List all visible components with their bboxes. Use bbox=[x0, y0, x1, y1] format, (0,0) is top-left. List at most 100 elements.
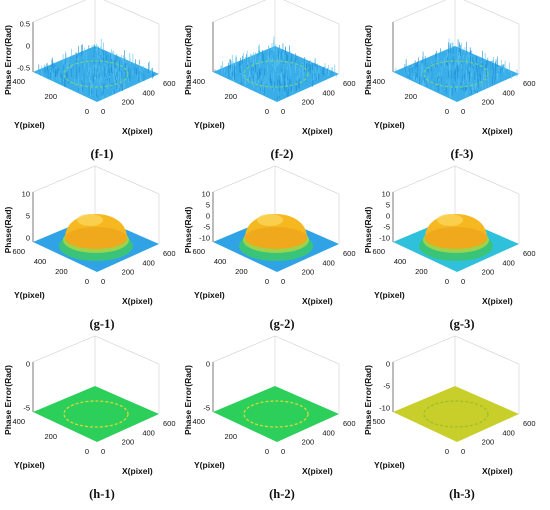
x-tick-label: 200 bbox=[302, 438, 315, 447]
x-tick-label: 600 bbox=[523, 249, 536, 258]
y-axis-label: Y(pixel) bbox=[194, 120, 225, 130]
z-tick-label: 5 bbox=[386, 201, 390, 210]
x-tick-label: 400 bbox=[502, 258, 515, 267]
z-tick-label: 0 bbox=[26, 234, 30, 243]
panel-caption: (h-3) bbox=[449, 487, 475, 501]
panel-f-1: 0.5 0 -0.5 400 200 0 0 200 400 600 Phase Error(Rad… bbox=[3, 0, 176, 161]
y-tick-label: 0 bbox=[265, 107, 269, 116]
x-tick-label: 0 bbox=[461, 447, 465, 456]
x-tick-label: 400 bbox=[142, 88, 155, 97]
y-tick-label: 0 bbox=[445, 277, 449, 286]
y-tick-label: 0 bbox=[265, 447, 269, 456]
dome-surface bbox=[239, 214, 313, 261]
x-tick-label: 600 bbox=[343, 79, 356, 88]
x-tick-label: 400 bbox=[142, 428, 155, 437]
surface-plane bbox=[213, 46, 339, 102]
y-tick-label: 600 bbox=[192, 247, 205, 256]
y-tick-label: 600 bbox=[12, 247, 25, 256]
ring-feature bbox=[63, 400, 129, 428]
y-tick-label: 200 bbox=[224, 92, 237, 101]
surface-plane bbox=[393, 386, 519, 442]
x-axis-label: X(pixel) bbox=[302, 466, 333, 476]
x-tick-label: 400 bbox=[322, 428, 335, 437]
x-tick-label: 600 bbox=[163, 419, 176, 428]
x-axis-label: X(pixel) bbox=[122, 466, 153, 476]
y-tick-label: 0 bbox=[445, 107, 449, 116]
x-tick-label: 0 bbox=[281, 107, 285, 116]
ring-feature bbox=[243, 60, 309, 88]
z-axis-label: Phase Error(Rad) bbox=[183, 365, 193, 435]
y-axis-label: Y(pixel) bbox=[374, 290, 405, 300]
z-tick-label: -5 bbox=[23, 404, 30, 413]
x-tick-label: 400 bbox=[142, 258, 155, 267]
y-axis-label: Y(pixel) bbox=[374, 120, 405, 130]
x-tick-label: 600 bbox=[523, 419, 536, 428]
y-tick-label: 200 bbox=[44, 92, 57, 101]
y-axis-label: Y(pixel) bbox=[194, 290, 225, 300]
x-axis-label: X(pixel) bbox=[302, 126, 333, 136]
x-tick-label: 200 bbox=[482, 438, 495, 447]
z-axis-label: Phase Error(Rad) bbox=[3, 25, 13, 95]
z-axis-label: Phase Error(Rad) bbox=[183, 25, 193, 95]
z-tick-label: 0 bbox=[26, 360, 30, 369]
x-tick-label: 0 bbox=[281, 277, 285, 286]
x-tick-label: 600 bbox=[343, 249, 356, 258]
z-axis-label: Phase(Rad) bbox=[363, 206, 373, 253]
z-tick-label: 5 bbox=[26, 212, 30, 221]
surface-plane bbox=[213, 386, 339, 442]
z-tick-label: 10 bbox=[202, 190, 210, 199]
z-tick-label: 0 bbox=[26, 42, 30, 51]
x-axis-label: X(pixel) bbox=[482, 466, 513, 476]
ring-feature bbox=[243, 400, 309, 428]
x-tick-label: 200 bbox=[122, 268, 135, 277]
panel-h-2: 0 -5 400 200 0 0 200 400 600 Phase Error(Rad) Y(pi… bbox=[183, 335, 356, 501]
z-tick-label: 0.5 bbox=[20, 20, 30, 29]
z-axis-label: Phase(Rad) bbox=[183, 206, 193, 253]
z-tick-label: 0 bbox=[206, 360, 210, 369]
x-tick-label: 0 bbox=[101, 277, 105, 286]
panel-caption: (f-3) bbox=[451, 147, 474, 161]
y-tick-label: 200 bbox=[404, 92, 417, 101]
y-tick-label: 400 bbox=[192, 417, 205, 426]
y-tick-label: 400 bbox=[12, 417, 25, 426]
y-axis-label: Y(pixel) bbox=[194, 460, 225, 470]
z-tick-label: 10 bbox=[382, 190, 390, 199]
z-tick-label: -5 bbox=[203, 223, 210, 232]
z-tick-label: 0 bbox=[386, 360, 390, 369]
y-tick-label: 0 bbox=[265, 277, 269, 286]
y-tick-label: 400 bbox=[12, 77, 25, 86]
y-tick-label: 400 bbox=[394, 257, 407, 266]
ring-feature bbox=[423, 400, 489, 428]
y-tick-label: 400 bbox=[372, 77, 385, 86]
z-tick-label: 5 bbox=[206, 201, 210, 210]
y-tick-label: 0 bbox=[445, 447, 449, 456]
y-tick-label: 0 bbox=[85, 447, 89, 456]
x-tick-label: 0 bbox=[461, 277, 465, 286]
dome-surface bbox=[419, 214, 493, 261]
panel-caption: (h-2) bbox=[269, 487, 295, 501]
x-axis-label: X(pixel) bbox=[122, 126, 153, 136]
panel-caption: (g-3) bbox=[450, 317, 475, 331]
x-tick-label: 400 bbox=[322, 88, 335, 97]
y-axis-label: Y(pixel) bbox=[374, 460, 405, 470]
x-tick-label: 400 bbox=[322, 258, 335, 267]
y-tick-label: 200 bbox=[415, 267, 428, 276]
z-axis-label: Phase Error(Rad) bbox=[3, 365, 13, 435]
y-tick-label: 0 bbox=[85, 277, 89, 286]
y-axis-label: Y(pixel) bbox=[14, 120, 45, 130]
y-tick-label: 400 bbox=[192, 77, 205, 86]
x-tick-label: 0 bbox=[461, 107, 465, 116]
x-tick-label: 600 bbox=[523, 79, 536, 88]
panel-caption: (f-2) bbox=[271, 147, 294, 161]
x-axis-label: X(pixel) bbox=[482, 296, 513, 306]
y-axis-label: Y(pixel) bbox=[14, 290, 45, 300]
y-tick-label: 400 bbox=[34, 257, 47, 266]
panel-f-3: 400 200 0 0 200 400 600 Phase Error(Rad) Y(pixel… bbox=[363, 0, 536, 161]
x-tick-label: 600 bbox=[343, 419, 356, 428]
x-tick-label: 200 bbox=[302, 98, 315, 107]
z-tick-label: -0.5 bbox=[17, 64, 30, 73]
z-tick-label: -10 bbox=[199, 234, 210, 243]
